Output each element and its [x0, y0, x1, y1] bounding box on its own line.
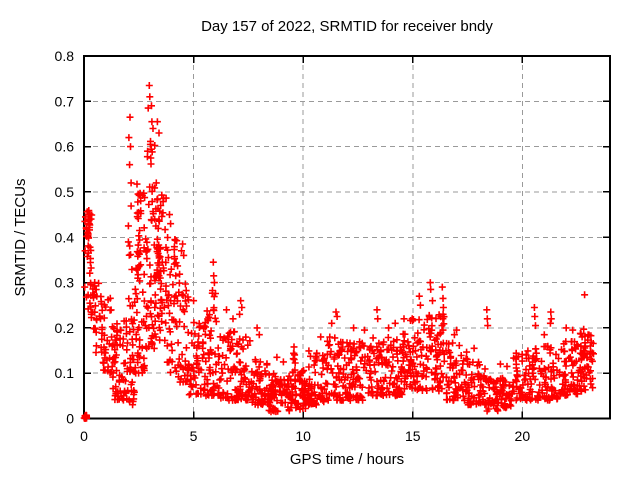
y-tick-label: 0.4 [55, 229, 75, 245]
y-tick-label: 0.7 [55, 93, 75, 109]
x-tick-label: 15 [405, 428, 421, 444]
y-tick-label: 0.2 [55, 320, 75, 336]
x-tick-labels: 0 5 10 15 20 [80, 428, 530, 444]
x-tick-label: 20 [515, 428, 531, 444]
y-tick-label: 0 [66, 411, 74, 427]
x-tick-label: 0 [80, 428, 88, 444]
scatter-markers [80, 82, 597, 422]
y-tick-labels: 0 0.1 0.2 0.3 0.4 0.5 0.6 0.7 0.8 [55, 48, 75, 427]
x-tick-label: 5 [190, 428, 198, 444]
x-axis-label: GPS time / hours [290, 451, 404, 468]
chart-title: Day 157 of 2022, SRMTID for receiver bnd… [201, 18, 493, 35]
y-axis-label: SRMTID / TECUs [12, 178, 29, 296]
y-tick-label: 0.1 [55, 365, 75, 381]
x-tick-label: 10 [295, 428, 311, 444]
y-tick-label: 0.8 [55, 48, 75, 64]
data-points [80, 82, 597, 422]
y-tick-label: 0.6 [55, 139, 75, 155]
y-tick-label: 0.5 [55, 184, 75, 200]
y-tick-label: 0.3 [55, 275, 75, 291]
